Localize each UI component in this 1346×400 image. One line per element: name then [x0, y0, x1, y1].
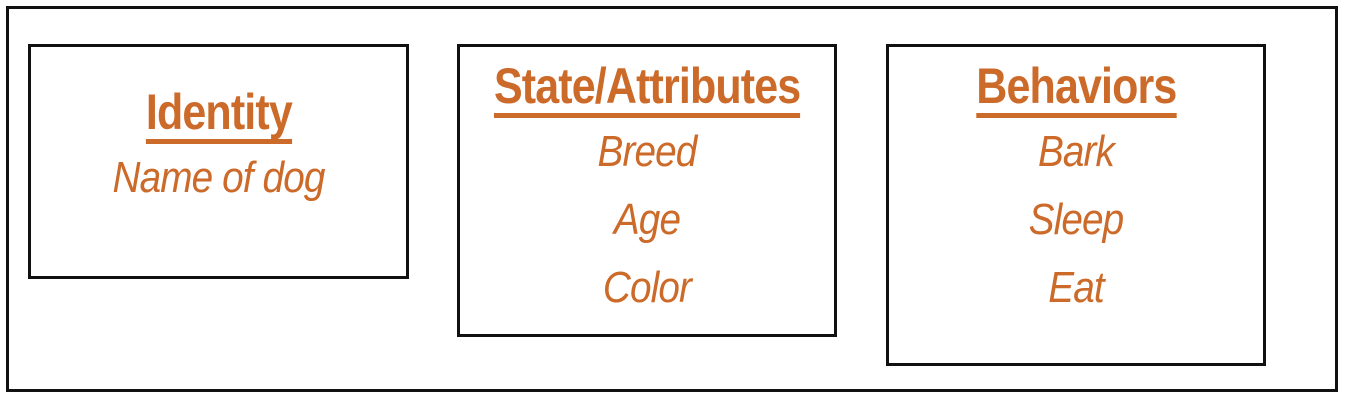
state-item-breed: Breed — [597, 127, 698, 176]
identity-box: Identity Name of dog — [28, 44, 409, 279]
state-attributes-box: State/Attributes Breed Age Color — [457, 44, 837, 337]
behaviors-heading: Behaviors — [975, 61, 1177, 118]
behavior-item-bark: Bark — [1037, 127, 1115, 176]
state-item-color: Color — [602, 263, 692, 312]
behaviors-box: Behaviors Bark Sleep Eat — [886, 44, 1266, 366]
behavior-item-eat: Eat — [1048, 263, 1104, 312]
outer-frame — [6, 6, 1338, 392]
identity-item-name: Name of dog — [112, 153, 325, 202]
state-attributes-heading: State/Attributes — [493, 61, 801, 118]
state-item-age: Age — [613, 195, 681, 244]
behavior-item-sleep: Sleep — [1028, 195, 1125, 244]
identity-heading: Identity — [145, 87, 292, 144]
